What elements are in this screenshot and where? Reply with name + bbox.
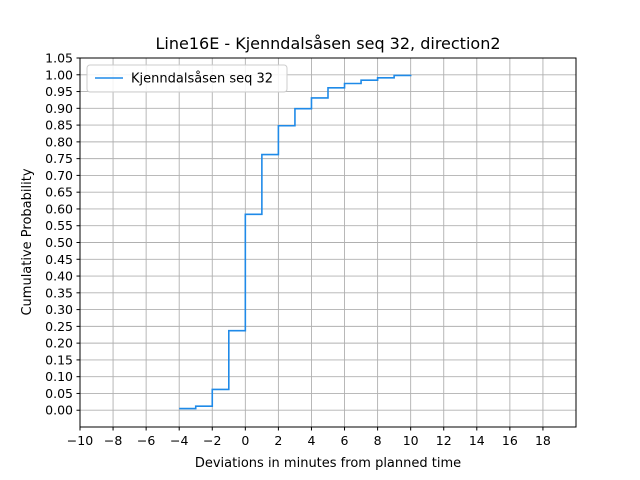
y-ticks: 0.00 0.05 0.10 0.150.20 0.25 0.30 0.350.40 0.45…	[45, 51, 80, 418]
y-tick-label: 0.05	[45, 386, 73, 401]
x-tick-label: −10	[67, 433, 93, 448]
y-tick-label: 0.70	[45, 168, 73, 183]
y-tick-label: 0.95	[45, 84, 73, 99]
legend-box	[86, 64, 288, 93]
y-tick-label: 0.80	[45, 134, 73, 149]
y-tick-label: 0.00	[45, 403, 73, 418]
y-tick-label: 0.90	[45, 101, 73, 116]
y-tick-label: 0.10	[45, 369, 73, 384]
y-tick-label: 1.05	[45, 51, 73, 66]
y-tick-label: 0.35	[45, 285, 73, 300]
x-tick-label: 6	[341, 433, 349, 448]
x-tick-label: 16	[502, 433, 518, 448]
y-tick-label: 0.30	[45, 302, 73, 317]
y-axis-label: Cumulative Probability	[20, 168, 35, 315]
x-tick-label: −2	[203, 433, 221, 448]
x-tick-label: 14	[469, 433, 485, 448]
series-line	[179, 74, 412, 410]
x-tick-label: −8	[104, 433, 122, 448]
y-tick-label: 0.45	[45, 252, 73, 267]
x-tick-label: −6	[137, 433, 155, 448]
x-tick-label: −4	[170, 433, 188, 448]
x-tick-label: 12	[436, 433, 452, 448]
x-tick-label: 2	[274, 433, 282, 448]
x-tick-label: 10	[403, 433, 419, 448]
y-tick-label: 0.85	[45, 118, 73, 133]
y-tick-label: 0.15	[45, 352, 73, 367]
legend: Kjenndalsåsen seq 32	[86, 64, 288, 93]
x-tick-label: 18	[535, 433, 551, 448]
y-tick-label: 0.20	[45, 336, 73, 351]
y-tick-label: 0.55	[45, 218, 73, 233]
x-tick-label: 0	[241, 433, 249, 448]
y-tick-label: 0.65	[45, 185, 73, 200]
y-tick-label: 0.50	[45, 235, 73, 250]
x-tick-label: 8	[374, 433, 382, 448]
x-tick-label: 4	[307, 433, 315, 448]
y-tick-label: 0.75	[45, 151, 73, 166]
grid-lines	[79, 57, 576, 427]
y-tick-label: 1.00	[45, 67, 73, 82]
x-axis-label: Deviations in minutes from planned time	[195, 456, 461, 471]
x-ticks: −10 −8 −6 −4 −2 0 2 4 6 8 10 12 14 16 18	[67, 427, 551, 448]
series-layer	[179, 74, 412, 410]
y-tick-label: 0.40	[45, 269, 73, 284]
legend-entry-label: Kjenndalsåsen seq 32	[131, 72, 273, 87]
chart-title: Line16E - Kjenndalsåsen seq 32, directio…	[155, 34, 500, 53]
y-tick-label: 0.60	[45, 201, 73, 216]
y-tick-label: 0.25	[45, 319, 73, 334]
